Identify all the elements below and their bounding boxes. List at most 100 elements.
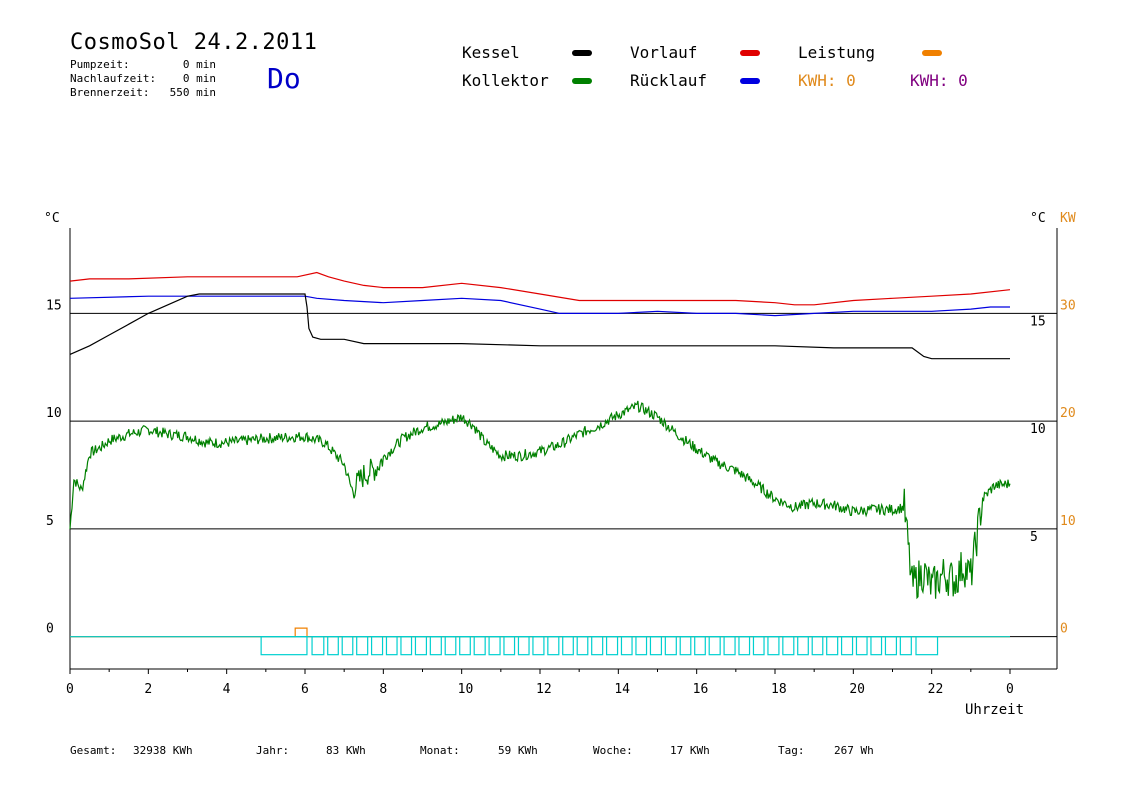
y-tick-right-15: 15: [1030, 314, 1046, 329]
pump-pulse-25: [664, 636, 677, 656]
y-axis-label-kw: KW: [1060, 211, 1076, 226]
legend-vorlauf-swatch: [740, 50, 760, 56]
x-tick-label-9: 18: [771, 682, 787, 697]
pump-pulse-8: [414, 636, 428, 656]
pump-pulse-14: [503, 636, 516, 656]
grid-lines: [70, 312, 1057, 638]
series-lines: [69, 271, 1011, 656]
x-tick-label-0: 0: [66, 682, 74, 697]
pump-pulse-7: [400, 636, 413, 656]
series-line-vorlauf: [69, 271, 1011, 306]
pump-pulse-1: [311, 636, 325, 656]
x-tick-label-1: 2: [144, 682, 152, 697]
x-tick-label-8: 16: [693, 682, 709, 697]
pump-pulse-24: [649, 636, 663, 656]
axis-ticks: 0 0 5 10 10 20 15 30 5 10 15 0 2 4 6 8 10 12 14 16 18 20 22 0: [46, 298, 1076, 697]
legend-ruecklauf-swatch: [740, 78, 760, 84]
pump-pulse-28: [708, 636, 721, 656]
pump-pulse-15: [517, 636, 530, 656]
footer-tag-value: 267 Wh: [834, 744, 874, 757]
pump-pulse-33: [782, 636, 795, 656]
info-pumpzeit-label: Pumpzeit:: [70, 58, 130, 71]
footer-jahr-label: Jahr:: [256, 744, 290, 757]
series-line-kessel: [69, 293, 1010, 360]
y-tick-left-0: 0: [46, 622, 54, 637]
footer-gesamt-value: 32938 KWh: [133, 744, 193, 757]
pump-pulse-16: [532, 636, 545, 656]
pump-pulse-36: [826, 636, 839, 656]
x-tick-label-5: 10: [458, 682, 474, 697]
x-tick-label-6: 12: [536, 682, 552, 697]
pump-pulse-20: [591, 636, 604, 656]
pump-pulse-13: [488, 636, 501, 656]
weekday-label: Do: [267, 62, 301, 95]
x-tick-label-10: 20: [849, 682, 865, 697]
y-tick-kw-20: 20: [1060, 406, 1076, 421]
pump-pulse-32: [767, 636, 780, 656]
footer-gesamt-label: Gesamt:: [70, 744, 117, 757]
y-tick-right-10: 10: [1030, 422, 1046, 437]
y-axis-label-left: °C: [44, 211, 60, 226]
pump-pulse-41: [899, 636, 912, 656]
x-tick-label-11: 22: [928, 682, 944, 697]
footer-jahr-value: 83 KWh: [326, 744, 366, 757]
footer-tag-label: Tag:: [778, 744, 805, 757]
legend-kollektor-label: Kollektor: [462, 71, 549, 90]
pump-pulse-31: [752, 636, 765, 656]
x-tick-label-12: 0: [1006, 682, 1014, 697]
footer-monat-label: Monat:: [420, 744, 460, 757]
pump-pulse-37: [840, 636, 854, 656]
info-brennerzeit-value: 550 min: [169, 86, 216, 99]
pump-pulse-3: [341, 636, 354, 656]
y-tick-left-10: 10: [46, 406, 62, 421]
y-tick-kw-10: 10: [1060, 514, 1076, 529]
pump-pulse-30: [738, 636, 751, 656]
pump-pulse-11: [459, 636, 471, 656]
pump-pulse-27: [694, 636, 706, 656]
footer-woche-value: 17 KWh: [670, 744, 710, 757]
pump-pulse-34: [797, 636, 809, 656]
pump-pulse-18: [562, 636, 574, 656]
pump-pulse-2: [327, 636, 339, 656]
pump-pulse-29: [723, 636, 736, 656]
pump-pulse-4: [356, 636, 369, 656]
legend-kessel-label: Kessel: [462, 43, 520, 62]
info-nachlaufzeit-label: Nachlaufzeit:: [70, 72, 157, 85]
legend-ruecklauf-label: Rücklauf: [630, 71, 708, 90]
pump-pulse-35: [811, 636, 824, 656]
pump-pulse-40: [884, 636, 898, 656]
x-tick-label-4: 8: [379, 682, 387, 697]
pump-pulse-39: [870, 636, 883, 656]
pump-pulse-19: [576, 636, 589, 656]
legend-kessel-swatch: [572, 50, 592, 56]
legend-leistung-swatch: [922, 50, 942, 56]
legend-kollektor-swatch: [572, 78, 592, 84]
legend-kwh-secondary: KWH: 0: [910, 71, 968, 90]
pump-pulse-9: [429, 636, 442, 656]
series-line-rcklauf: [69, 295, 1010, 317]
info-nachlaufzeit-value: 0 min: [182, 72, 216, 85]
x-tick-label-2: 4: [223, 682, 231, 697]
y-tick-left-5: 5: [46, 514, 54, 529]
pump-pulse-12: [473, 636, 486, 656]
series-line-kollektor: [69, 400, 1011, 600]
x-axis-label: Uhrzeit: [965, 702, 1024, 718]
pump-pulse-0: [260, 636, 308, 656]
pump-pulse-5: [370, 636, 384, 656]
y-tick-kw-0: 0: [1060, 622, 1068, 637]
footer-woche-label: Woche:: [593, 744, 633, 757]
info-brennerzeit-label: Brennerzeit:: [70, 86, 150, 99]
x-tick-label-3: 6: [301, 682, 309, 697]
legend-vorlauf-label: Vorlauf: [630, 43, 698, 62]
series-line-leistung: [70, 627, 1010, 638]
pump-pulse-10: [444, 636, 457, 656]
footer-monat-value: 59 KWh: [498, 744, 538, 757]
legend-leistung-label: Leistung: [798, 43, 876, 62]
chart-title: CosmoSol 24.2.2011: [70, 30, 318, 55]
pump-pulse-26: [679, 636, 692, 656]
info-pumpzeit-value: 0 min: [182, 58, 216, 71]
y-axis-label-right: °C: [1030, 211, 1046, 226]
y-tick-kw-30: 30: [1060, 298, 1076, 313]
pump-pulse-17: [547, 636, 560, 656]
